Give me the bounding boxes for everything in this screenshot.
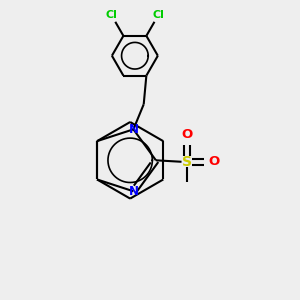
Text: N: N bbox=[128, 185, 138, 198]
Text: Cl: Cl bbox=[152, 11, 164, 20]
Text: S: S bbox=[182, 155, 192, 169]
Text: Cl: Cl bbox=[106, 11, 118, 20]
Text: O: O bbox=[208, 155, 220, 168]
Text: O: O bbox=[181, 128, 192, 141]
Text: N: N bbox=[128, 123, 138, 136]
